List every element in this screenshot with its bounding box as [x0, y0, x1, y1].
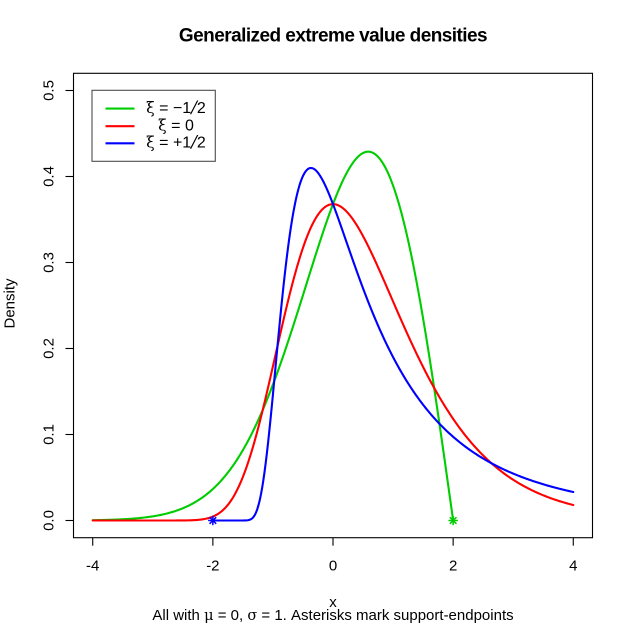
y-tick-label: 0.4: [41, 166, 58, 187]
legend-label-xi-plus-half: ξ = +1/2: [146, 133, 206, 153]
y-tick-label: 0.2: [41, 338, 58, 359]
x-tick-label: 0: [329, 558, 337, 575]
x-axis: -4 -2 0 2 4: [86, 537, 577, 575]
curve-xi-plus-half: [211, 166, 575, 522]
support-endpoint-markers: [208, 515, 458, 526]
x-tick-label: -4: [86, 558, 99, 575]
curve-xi-minus-half: [91, 150, 455, 522]
y-tick-label: 0.1: [41, 424, 58, 445]
chart-title: Generalized extreme value densities: [179, 25, 487, 46]
y-tick-label: 0.3: [41, 252, 58, 273]
legend: ξ = −1/2ξ = 0ξ = +1/2: [91, 89, 216, 162]
legend-label-xi-zero: ξ = 0: [158, 116, 194, 134]
support-endpoint-xi-plus-half: [208, 515, 218, 526]
y-tick-label: 0.5: [41, 80, 58, 101]
y-axis: 0.0 0.1 0.2 0.3 0.4 0.5: [41, 80, 74, 531]
curve-xi-zero: [91, 203, 575, 522]
caption: All with μ = 0, σ = 1. Asterisks mark su…: [152, 607, 513, 624]
x-axis-title: x: [329, 594, 337, 611]
y-axis-title: Density: [2, 278, 19, 329]
support-endpoint-xi-minus-half: [448, 515, 458, 526]
x-tick-label: 4: [569, 558, 577, 575]
x-tick-label: 2: [449, 558, 457, 575]
legend-label-xi-minus-half: ξ = −1/2: [146, 98, 206, 118]
x-tick-label: -2: [206, 558, 219, 575]
y-tick-label: 0.0: [41, 510, 58, 531]
series-curves: [91, 150, 575, 522]
